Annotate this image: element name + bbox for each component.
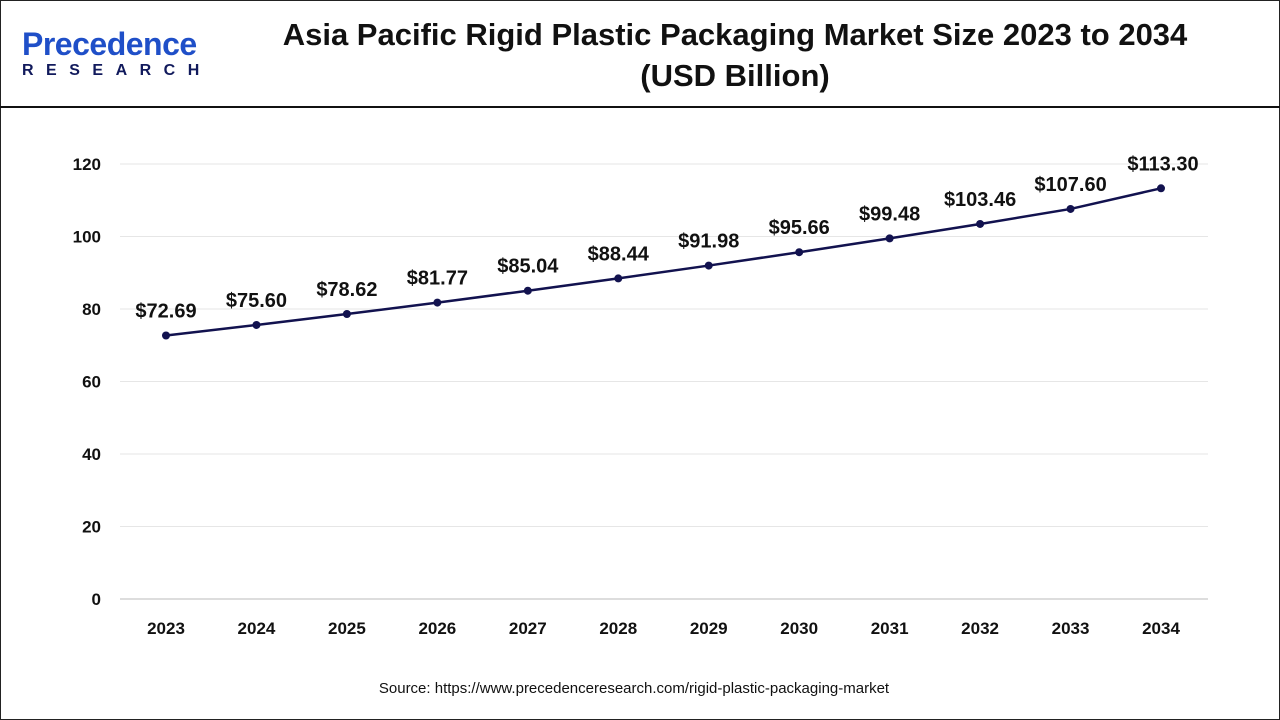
x-tick-label: 2026: [418, 619, 456, 638]
x-tick-label: 2025: [328, 619, 366, 638]
data-point: [1157, 184, 1165, 193]
data-point: [1066, 204, 1075, 213]
y-tick-label: 40: [82, 445, 101, 464]
data-label: $107.60: [1034, 174, 1106, 196]
y-tick-label: 20: [82, 518, 101, 537]
data-point: [795, 248, 804, 257]
x-tick-label: 2032: [961, 619, 999, 638]
data-point: [523, 286, 532, 295]
x-tick-label: 2027: [509, 619, 547, 638]
y-tick-label: 80: [82, 300, 101, 319]
data-point: [614, 274, 623, 283]
data-point: [162, 331, 170, 340]
data-label: $72.69: [135, 300, 196, 322]
data-point: [342, 310, 351, 319]
header: Precedence RESEARCH Asia Pacific Rigid P…: [0, 0, 1280, 108]
x-tick-label: 2031: [871, 619, 909, 638]
data-label: $99.48: [859, 203, 920, 225]
logo-sub-text: RESEARCH: [22, 62, 212, 79]
chart-title-line: Asia Pacific Rigid Plastic Packaging Mar…: [282, 17, 1188, 52]
y-tick-label: 120: [73, 155, 101, 174]
data-point: [885, 234, 894, 243]
data-point: [433, 298, 442, 307]
precedence-research-logo: Precedence RESEARCH: [22, 28, 212, 80]
data-label: $75.60: [226, 290, 287, 312]
x-tick-label: 2028: [599, 619, 637, 638]
y-tick-label: 100: [73, 228, 101, 247]
y-tick-label: 60: [82, 373, 101, 392]
chart-subtitle: (USD Billion): [640, 58, 830, 93]
x-tick-label: 2029: [690, 619, 728, 638]
data-label: $91.98: [678, 231, 739, 253]
data-label: $85.04: [497, 256, 559, 278]
chart-title: Asia Pacific Rigid Plastic Packaging Mar…: [250, 14, 1220, 96]
data-label: $88.44: [588, 243, 650, 265]
data-label: $78.62: [316, 279, 377, 301]
x-tick-label: 2030: [780, 619, 818, 638]
data-label: $113.30: [1127, 153, 1198, 175]
data-label: $95.66: [769, 217, 830, 239]
y-tick-label: 0: [92, 590, 101, 609]
series-line: [165, 187, 1162, 337]
data-point: [976, 219, 985, 228]
logo-main-text: Precedence: [22, 26, 197, 62]
x-tick-label: 2023: [147, 619, 185, 638]
data-label: $103.46: [944, 189, 1016, 211]
x-tick-label: 2024: [238, 619, 276, 638]
x-tick-label: 2034: [1142, 619, 1180, 638]
source-text: Source: https://www.precedenceresearch.c…: [378, 680, 890, 697]
data-point: [704, 261, 713, 270]
data-label: $81.77: [407, 268, 468, 290]
x-tick-label: 2033: [1052, 619, 1090, 638]
data-point: [252, 320, 261, 329]
